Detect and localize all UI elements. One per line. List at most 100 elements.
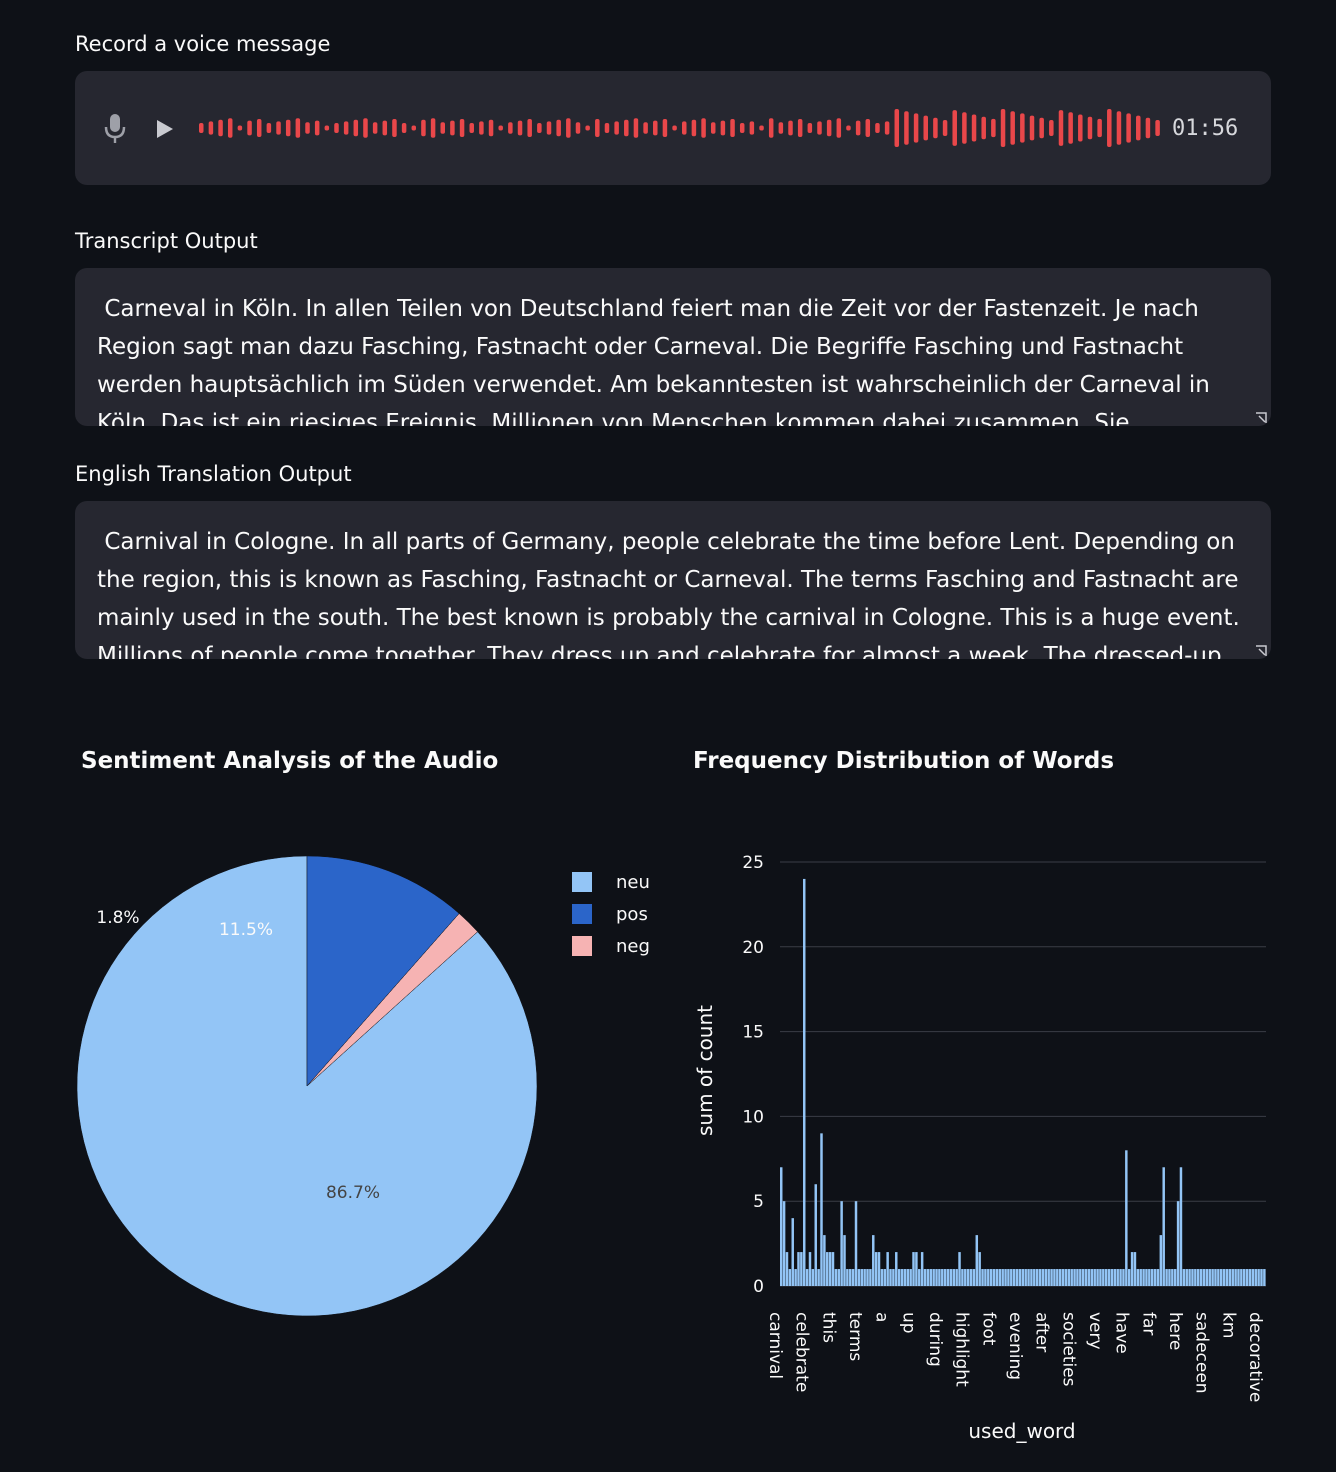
bar[interactable] xyxy=(1196,1269,1200,1286)
bar[interactable] xyxy=(1058,1269,1062,1286)
bar[interactable] xyxy=(1156,1269,1160,1286)
bar[interactable] xyxy=(1035,1269,1039,1286)
bar[interactable] xyxy=(932,1269,935,1286)
bar[interactable] xyxy=(981,1269,984,1286)
bar[interactable] xyxy=(1099,1269,1102,1286)
bar[interactable] xyxy=(1176,1201,1180,1286)
bar[interactable] xyxy=(1182,1269,1186,1286)
bar[interactable] xyxy=(1125,1150,1128,1286)
bar[interactable] xyxy=(897,1269,901,1286)
bar[interactable] xyxy=(1234,1269,1237,1286)
bar[interactable] xyxy=(872,1235,875,1286)
bar[interactable] xyxy=(1136,1269,1140,1286)
bar[interactable] xyxy=(1047,1269,1050,1286)
bar[interactable] xyxy=(1061,1269,1065,1286)
bar[interactable] xyxy=(1148,1269,1151,1286)
bar[interactable] xyxy=(788,1269,792,1286)
bar[interactable] xyxy=(920,1252,924,1286)
bar[interactable] xyxy=(797,1252,800,1286)
bar[interactable] xyxy=(1202,1269,1206,1286)
bar[interactable] xyxy=(843,1235,846,1286)
bar[interactable] xyxy=(1260,1269,1263,1286)
bar[interactable] xyxy=(1056,1269,1059,1286)
bar[interactable] xyxy=(1231,1269,1234,1286)
resize-handle-icon[interactable] xyxy=(1255,645,1267,657)
bar[interactable] xyxy=(1079,1269,1082,1286)
bar[interactable] xyxy=(1130,1252,1134,1286)
bar[interactable] xyxy=(941,1269,944,1286)
bar[interactable] xyxy=(1162,1167,1165,1286)
bar[interactable] xyxy=(877,1252,881,1286)
bar[interactable] xyxy=(1084,1269,1088,1286)
bar[interactable] xyxy=(955,1269,958,1286)
bar[interactable] xyxy=(834,1269,838,1286)
bar[interactable] xyxy=(1021,1269,1025,1286)
bar[interactable] xyxy=(808,1252,812,1286)
bar[interactable] xyxy=(1070,1269,1073,1286)
bar[interactable] xyxy=(949,1269,953,1286)
bar[interactable] xyxy=(826,1252,829,1286)
bar[interactable] xyxy=(961,1269,964,1286)
bar[interactable] xyxy=(1096,1269,1099,1286)
bar[interactable] xyxy=(889,1269,892,1286)
bar[interactable] xyxy=(912,1252,915,1286)
bar[interactable] xyxy=(1191,1269,1194,1286)
bar[interactable] xyxy=(1168,1269,1171,1286)
bar[interactable] xyxy=(1007,1269,1010,1286)
play-icon[interactable] xyxy=(154,117,176,141)
bar[interactable] xyxy=(923,1269,927,1286)
bar[interactable] xyxy=(1001,1269,1004,1286)
bar[interactable] xyxy=(1245,1269,1249,1286)
bar[interactable] xyxy=(785,1252,789,1286)
bar[interactable] xyxy=(1076,1269,1079,1286)
bar[interactable] xyxy=(1127,1269,1131,1286)
bar[interactable] xyxy=(958,1252,961,1286)
bar[interactable] xyxy=(1081,1269,1085,1286)
bar[interactable] xyxy=(800,1252,803,1286)
bar[interactable] xyxy=(1263,1269,1266,1286)
bar[interactable] xyxy=(903,1269,907,1286)
bar[interactable] xyxy=(1165,1269,1168,1286)
bar[interactable] xyxy=(863,1269,866,1286)
bar[interactable] xyxy=(964,1269,967,1286)
bar[interactable] xyxy=(1139,1269,1142,1286)
bar[interactable] xyxy=(1185,1269,1188,1286)
bar[interactable] xyxy=(935,1269,938,1286)
bar[interactable] xyxy=(1171,1269,1174,1286)
bar[interactable] xyxy=(840,1201,843,1286)
bar[interactable] xyxy=(1237,1269,1240,1286)
bar[interactable] xyxy=(1033,1269,1036,1286)
bar[interactable] xyxy=(1012,1269,1016,1286)
sentiment-pie-chart[interactable]: 86.7% 1.8% 11.5% neu pos neg xyxy=(0,820,680,1340)
bar[interactable] xyxy=(846,1269,849,1286)
bar[interactable] xyxy=(969,1269,973,1286)
bar[interactable] xyxy=(1119,1269,1122,1286)
bar[interactable] xyxy=(909,1269,912,1286)
bar[interactable] xyxy=(1219,1269,1223,1286)
bar[interactable] xyxy=(1142,1269,1145,1286)
bar[interactable] xyxy=(1179,1167,1183,1286)
bar[interactable] xyxy=(1257,1269,1260,1286)
bar[interactable] xyxy=(854,1201,858,1286)
bar[interactable] xyxy=(1050,1269,1053,1286)
bar[interactable] xyxy=(1214,1269,1217,1286)
bar[interactable] xyxy=(1030,1269,1033,1286)
bar[interactable] xyxy=(1090,1269,1094,1286)
bar[interactable] xyxy=(780,1167,783,1286)
resize-handle-icon[interactable] xyxy=(1255,412,1267,424)
bar[interactable] xyxy=(1116,1269,1119,1286)
bar[interactable] xyxy=(1222,1269,1226,1286)
bar[interactable] xyxy=(1194,1269,1197,1286)
bar[interactable] xyxy=(1159,1235,1163,1286)
bar[interactable] xyxy=(1242,1269,1246,1286)
bar[interactable] xyxy=(895,1252,898,1286)
bar[interactable] xyxy=(782,1201,786,1286)
bar[interactable] xyxy=(989,1269,993,1286)
bar[interactable] xyxy=(972,1269,976,1286)
bar[interactable] xyxy=(1251,1269,1255,1286)
bar[interactable] xyxy=(803,878,806,1286)
bar[interactable] xyxy=(1038,1269,1042,1286)
bar[interactable] xyxy=(906,1269,910,1286)
bar[interactable] xyxy=(851,1269,855,1286)
bar[interactable] xyxy=(820,1133,823,1286)
